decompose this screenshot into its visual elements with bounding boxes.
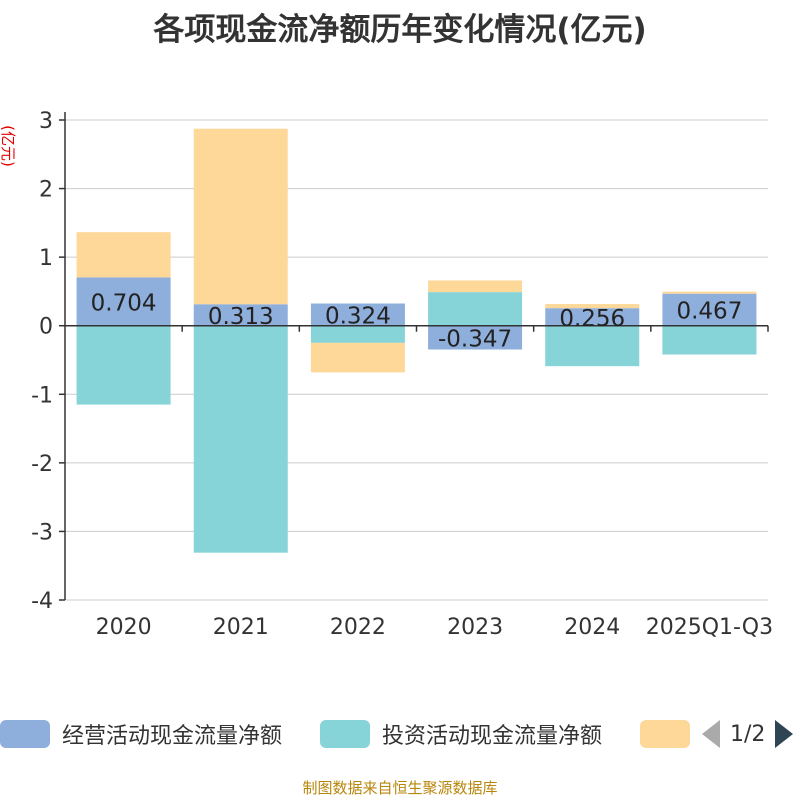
x-tick-label: 2025Q1-Q3: [646, 615, 773, 640]
data-label-operating: 0.324: [325, 304, 391, 330]
bar-operating: [310, 303, 405, 326]
data-label-operating: -0.347: [438, 327, 512, 353]
bar-operating: [545, 308, 640, 326]
bar-investing: [193, 325, 288, 553]
legend-label-investing: 投资活动现金流量净额: [382, 724, 603, 749]
y-tick-label: -3: [31, 520, 53, 545]
axes: 3 2 1 0 -1 -2 -3 -4 2020 2021 2022 2023 2024 2025Q1-Q…: [31, 109, 773, 640]
legend-page-indicator: 1/2: [730, 721, 766, 747]
x-tick-label: 2021: [213, 615, 269, 640]
bar-operating: [428, 325, 523, 350]
bar-operating: [662, 293, 757, 326]
legend-item-financing[interactable]: [640, 716, 702, 752]
bar-operating: [76, 277, 171, 326]
bar-financing: [193, 128, 288, 305]
y-tick-label: 0: [39, 315, 53, 340]
bar-investing: [545, 325, 640, 367]
x-tick-label: 2020: [96, 615, 152, 640]
bar-operating: [193, 304, 288, 326]
bar-investing: [310, 325, 405, 343]
legend-pager: 1/2: [702, 716, 794, 752]
legend-swatch-financing: [640, 720, 690, 748]
data-label-operating: 0.313: [208, 304, 274, 330]
legend-swatch-operating: [0, 720, 50, 748]
data-source-note: 制图数据来自恒生聚源数据库: [302, 779, 498, 797]
data-label-operating: 0.467: [676, 299, 742, 325]
bar-investing: [662, 325, 757, 355]
x-tick-label: 2024: [564, 615, 620, 640]
x-tick-label: 2023: [447, 615, 503, 640]
y-tick-label: -1: [31, 383, 53, 408]
y-tick-label: 2: [39, 178, 53, 203]
grid-lines: [65, 119, 768, 601]
y-tick-label: -4: [31, 589, 53, 614]
x-tick-label: 2022: [330, 615, 386, 640]
y-tick-label: 1: [39, 246, 53, 271]
legend-label-operating: 经营活动现金流量净额: [62, 724, 283, 749]
bar-investing: [428, 292, 523, 326]
y-tick-label: 3: [39, 109, 53, 134]
bar-financing: [76, 232, 171, 278]
data-label-operating: 0.704: [91, 291, 157, 317]
bar-financing: [545, 304, 640, 309]
bar-investing: [76, 325, 171, 405]
bars: [76, 128, 757, 553]
bar-financing: [428, 280, 523, 293]
chart-title: 各项现金流净额历年变化情况(亿元): [153, 12, 647, 48]
legend-next-page-icon[interactable]: [775, 720, 794, 748]
bar-financing: [310, 342, 405, 373]
legend-item-operating[interactable]: 经营活动现金流量净额: [0, 716, 282, 752]
y-tick-label: -2: [31, 452, 53, 477]
legend-prev-page-icon[interactable]: [702, 720, 720, 748]
legend: 经营活动现金流量净额 投资活动现金流量净额 1/2: [0, 716, 800, 752]
data-labels: 0.704 0.313 0.324 -0.347 0.256 0.467: [91, 291, 743, 353]
legend-item-investing[interactable]: 投资活动现金流量净额: [320, 716, 602, 752]
y-axis-unit-label: (亿元): [0, 125, 17, 167]
legend-swatch-investing: [320, 720, 370, 748]
bar-financing: [662, 291, 757, 294]
data-label-operating: 0.256: [559, 306, 625, 332]
chart-area: 3 2 1 0 -1 -2 -3 -4 2020 2021 2022 2023 2024 2025Q1-Q…: [0, 109, 773, 640]
